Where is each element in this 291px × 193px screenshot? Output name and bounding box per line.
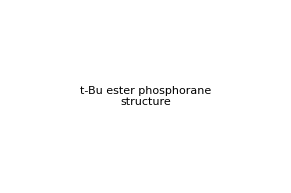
Text: t-Bu ester phosphorane
structure: t-Bu ester phosphorane structure [80,86,211,107]
